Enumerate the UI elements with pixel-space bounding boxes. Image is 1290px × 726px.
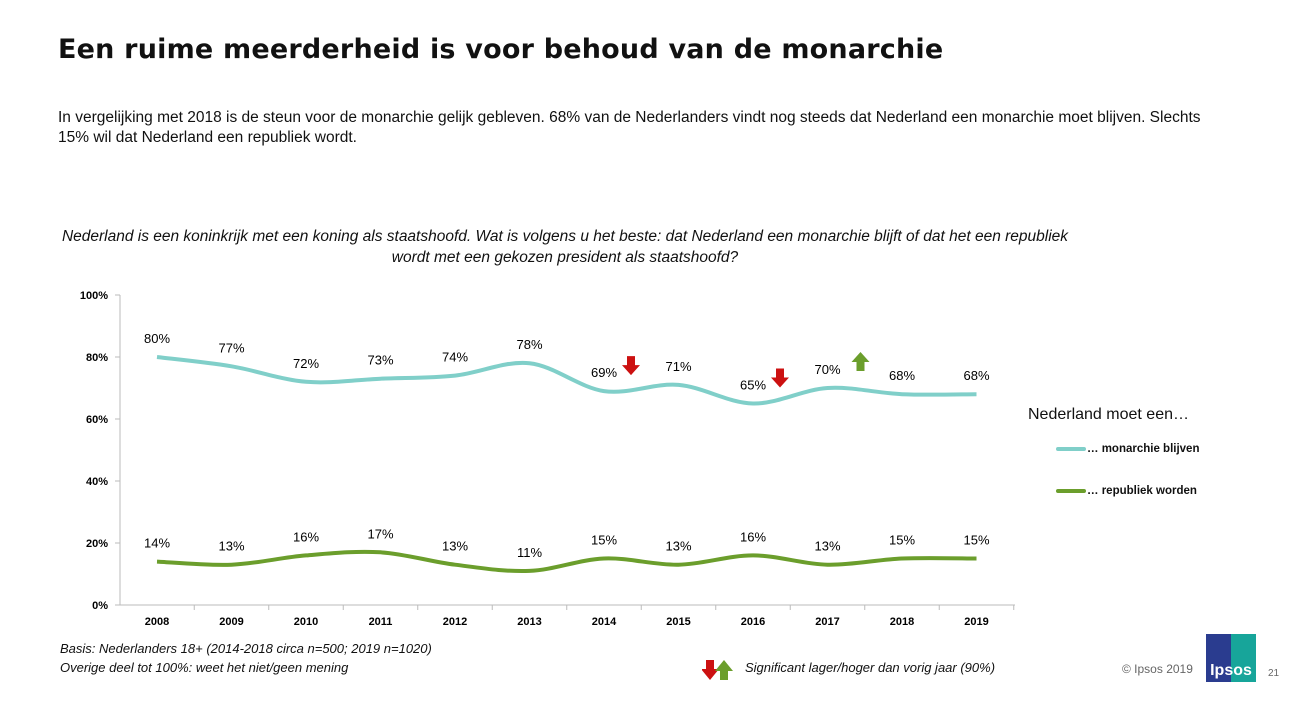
x-tick-label: 2013 xyxy=(517,616,541,628)
legend-swatch xyxy=(1056,447,1086,451)
legend-swatch xyxy=(1056,489,1086,493)
y-tick-label: 100% xyxy=(80,290,108,302)
data-label: 16% xyxy=(293,529,319,544)
data-label: 72% xyxy=(293,356,319,371)
significance-arrow-down-icon xyxy=(622,356,640,376)
significance-arrow-down-icon xyxy=(771,368,789,388)
x-tick-label: 2017 xyxy=(815,616,839,628)
data-label: 13% xyxy=(665,539,691,554)
footnote-basis: Basis: Nederlanders 18+ (2014-2018 circa… xyxy=(60,641,432,656)
chart-question: Nederland is een koninkrijk met een koni… xyxy=(61,228,1069,266)
legend-label: … republiek worden xyxy=(1087,485,1197,497)
data-label: 15% xyxy=(591,533,617,548)
data-label: 14% xyxy=(144,536,170,551)
data-label: 78% xyxy=(516,337,542,352)
y-tick-label: 40% xyxy=(86,476,108,488)
x-tick-label: 2012 xyxy=(443,616,467,628)
significance-arrow-up-icon xyxy=(851,352,870,371)
data-label: 15% xyxy=(963,533,989,548)
x-tick-label: 2009 xyxy=(219,616,243,628)
subtitle: In vergelijking met 2018 is de steun voo… xyxy=(58,109,1201,146)
data-label: 68% xyxy=(889,368,915,383)
data-label: 74% xyxy=(442,350,468,365)
series-line-1 xyxy=(156,549,977,574)
y-tick-label: 0% xyxy=(92,600,108,612)
page-number: 21 xyxy=(1268,668,1280,679)
data-label: 71% xyxy=(665,359,691,374)
y-tick-label: 60% xyxy=(86,414,108,426)
legend-label: … monarchie blijven xyxy=(1087,443,1200,455)
footnote-rest: Overige deel tot 100%: weet het niet/gee… xyxy=(60,660,349,675)
x-tick-label: 2018 xyxy=(890,616,914,628)
page-title: Een ruime meerderheid is voor behoud van… xyxy=(58,34,944,65)
x-tick-label: 2011 xyxy=(369,616,393,628)
legend-title: Nederland moet een… xyxy=(1028,406,1189,423)
x-tick-label: 2010 xyxy=(294,616,318,628)
data-label: 68% xyxy=(963,368,989,383)
data-label: 11% xyxy=(517,545,542,560)
x-tick-label: 2016 xyxy=(741,616,765,628)
y-tick-label: 20% xyxy=(86,538,108,550)
y-tick-label: 80% xyxy=(86,352,108,364)
data-label: 13% xyxy=(218,539,244,554)
data-label: 77% xyxy=(218,340,244,355)
legend-item-monarchie: … monarchie blijven xyxy=(1056,443,1199,455)
ipsos-logo: Ipsos xyxy=(1206,634,1256,682)
data-label: 70% xyxy=(814,362,840,377)
data-label: 13% xyxy=(442,539,468,554)
x-tick-label: 2015 xyxy=(666,616,690,628)
data-label: 65% xyxy=(740,378,766,393)
x-tick-label: 2008 xyxy=(145,616,169,628)
significance-arrows-icon xyxy=(702,660,733,680)
series-line-0 xyxy=(156,355,977,406)
data-label: 15% xyxy=(889,533,915,548)
x-tick-label: 2019 xyxy=(964,616,988,628)
legend-item-republiek: … republiek worden xyxy=(1056,485,1197,497)
significance-note: Significant lager/hoger dan vorig jaar (… xyxy=(745,660,996,675)
data-label: 69% xyxy=(591,365,617,380)
data-label: 17% xyxy=(367,526,393,541)
data-label: 16% xyxy=(740,529,766,544)
data-label: 13% xyxy=(814,539,840,554)
data-label: 80% xyxy=(144,331,170,346)
copyright: © Ipsos 2019 xyxy=(1122,662,1193,676)
data-label: 73% xyxy=(367,353,393,368)
x-tick-label: 2014 xyxy=(592,616,617,628)
